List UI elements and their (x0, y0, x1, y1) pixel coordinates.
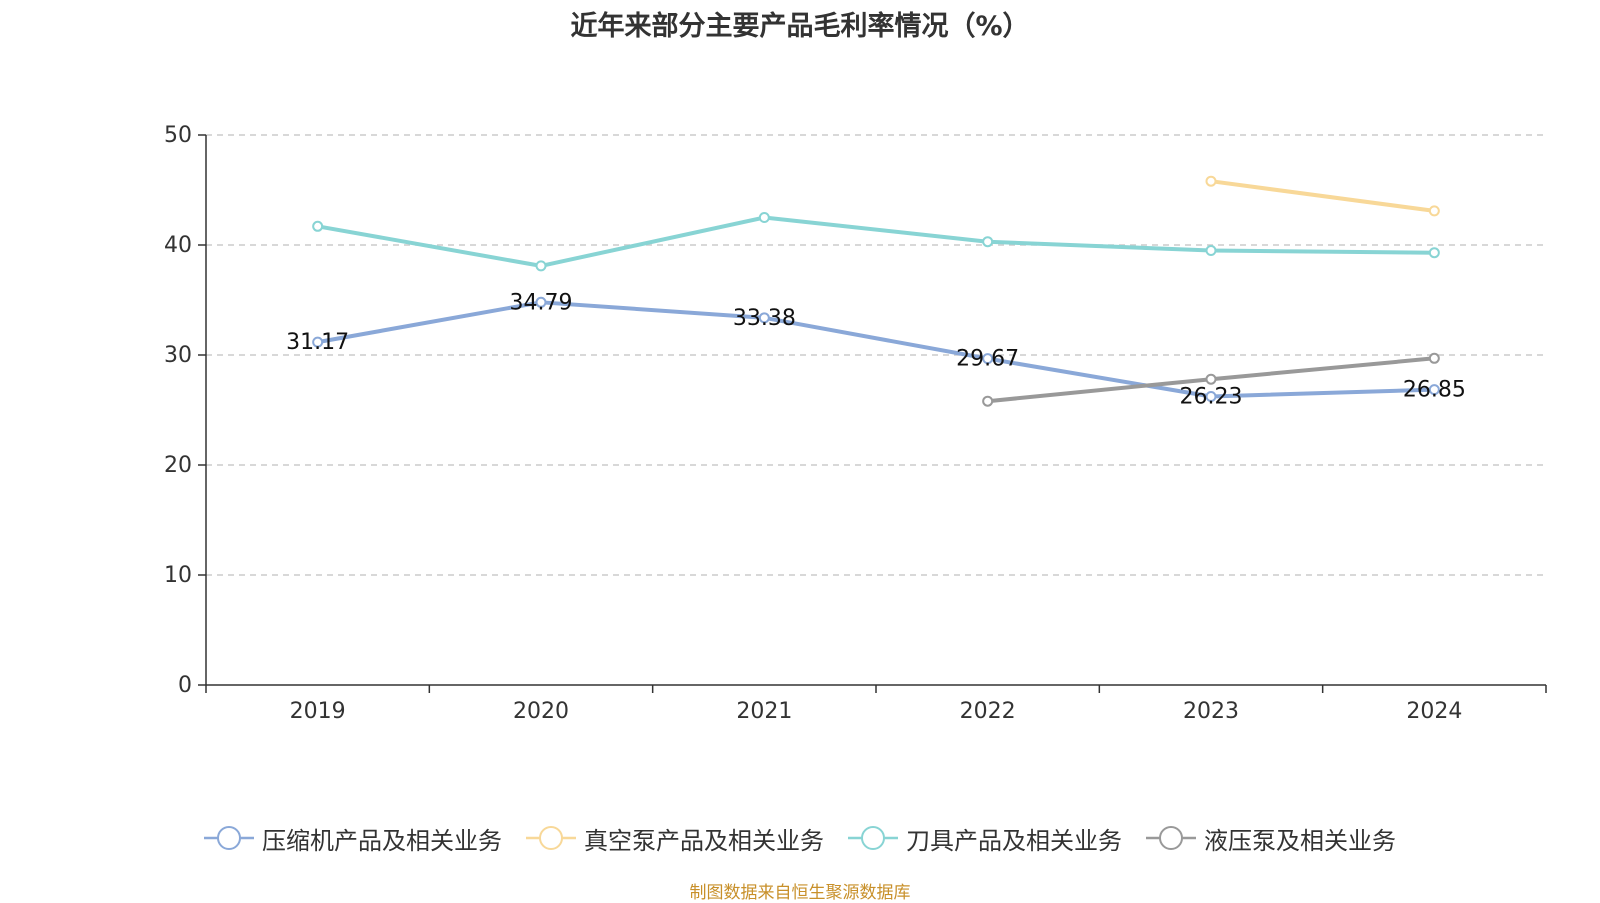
series-line-1 (1210, 179, 1435, 213)
x-tick-label-2022: 2022 (960, 699, 1016, 724)
data-point-0-2021 (758, 312, 770, 324)
data-label-0-2021: 33.38 (733, 306, 796, 331)
data-point-1-2023 (1205, 175, 1217, 187)
data-point-2-2022 (982, 236, 994, 248)
series-layer (312, 175, 1440, 407)
legend-item-1[interactable]: 真空泵产品及相关业务 (526, 821, 824, 856)
y-tick-label-50: 50 (164, 123, 192, 148)
legend-label: 液压泵及相关业务 (1204, 826, 1396, 855)
label-layer: 31.17 34.79 33.38 29.67 26.23 26.85 (286, 290, 1466, 409)
data-label-0-2019: 31.17 (286, 330, 349, 355)
data-point-0-2024 (1428, 384, 1440, 396)
x-tick-label-2023: 2023 (1183, 699, 1239, 724)
axis-layer: 0 10 20 30 40 50 2019 2020 2021 2022 2023 2024 (164, 123, 1547, 724)
legend-marker-icon (204, 826, 254, 850)
x-tick-label-2021: 2021 (736, 699, 792, 724)
data-point-2-2020 (535, 260, 547, 272)
data-label-0-2024: 26.85 (1403, 378, 1466, 403)
legend-marker-icon (526, 826, 576, 850)
data-label-0-2022: 29.67 (956, 347, 1019, 372)
legend-item-2[interactable]: 刀具产品及相关业务 (848, 821, 1122, 856)
data-point-0-2023 (1205, 390, 1217, 402)
data-point-1-2024 (1428, 205, 1440, 217)
y-tick-label-40: 40 (164, 233, 192, 258)
source-note: 制图数据来自恒生聚源数据库 (689, 883, 911, 903)
data-point-0-2022 (982, 353, 994, 365)
legend-marker-icon (1146, 826, 1196, 850)
legend: 压缩机产品及相关业务 真空泵产品及相关业务 刀具产品及相关业务 液压泵及相关业务 (0, 820, 1600, 856)
data-label-0-2023: 26.23 (1180, 384, 1243, 409)
data-point-3-2023 (1205, 373, 1217, 385)
chart-title: 近年来部分主要产品毛利率情况（%） (570, 11, 1030, 42)
legend-marker-icon (848, 826, 898, 850)
legend-label: 刀具产品及相关业务 (906, 826, 1122, 855)
data-point-3-2024 (1428, 352, 1440, 364)
data-label-0-2020: 34.79 (510, 290, 573, 315)
y-tick-label-10: 10 (164, 563, 192, 588)
data-point-2-2021 (758, 212, 770, 223)
x-tick-label-2019: 2019 (290, 699, 346, 724)
series-line-0 (317, 300, 1435, 399)
data-point-0-2020 (535, 296, 547, 308)
legend-label: 真空泵产品及相关业务 (584, 826, 824, 855)
y-tick-label-0: 0 (178, 673, 192, 698)
data-point-0-2019 (312, 336, 324, 348)
series-line-2 (317, 215, 1435, 268)
x-tick-label-2024: 2024 (1406, 699, 1462, 724)
data-point-3-2022 (982, 395, 994, 407)
data-point-2-2023 (1205, 245, 1217, 256)
legend-item-3[interactable]: 液压泵及相关业务 (1146, 821, 1396, 856)
legend-item-0[interactable]: 压缩机产品及相关业务 (204, 821, 502, 856)
y-tick-label-30: 30 (164, 343, 192, 368)
data-point-2-2019 (312, 220, 324, 232)
x-tick-label-2020: 2020 (513, 699, 569, 724)
data-point-2-2024 (1428, 247, 1440, 259)
y-tick-label-20: 20 (164, 453, 192, 478)
legend-label: 压缩机产品及相关业务 (262, 826, 502, 855)
